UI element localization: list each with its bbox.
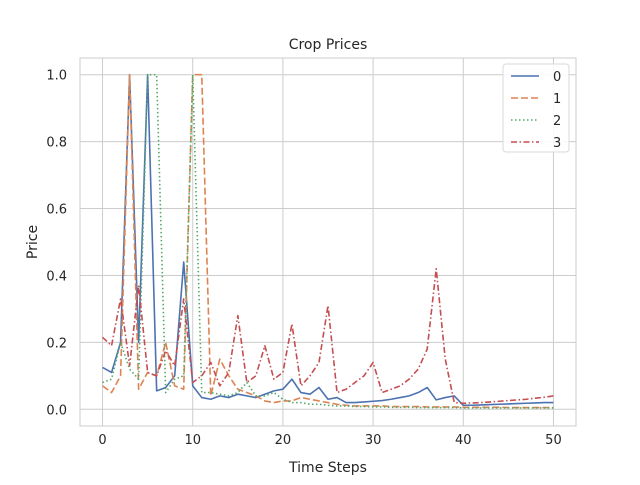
chart-title: Crop Prices bbox=[289, 37, 368, 53]
legend-label-3: 3 bbox=[553, 136, 561, 151]
y-axis-label: Price bbox=[25, 225, 41, 259]
y-tick-label: 0.6 bbox=[46, 203, 67, 218]
x-axis-label: Time Steps bbox=[288, 460, 367, 476]
y-tick-label: 0.8 bbox=[46, 136, 67, 151]
x-tick-label: 50 bbox=[545, 433, 562, 448]
x-tick-label: 0 bbox=[98, 433, 106, 448]
legend-label-2: 2 bbox=[553, 114, 561, 129]
y-tick-label: 0.4 bbox=[46, 269, 67, 284]
series-layer bbox=[102, 73, 554, 409]
y-tick-label: 0.0 bbox=[46, 403, 67, 418]
x-tick-label: 10 bbox=[184, 433, 201, 448]
y-tick-label: 0.2 bbox=[46, 336, 67, 351]
tick-layer: 0 10 20 30 40 500.00.20.40.60.81.0 bbox=[46, 69, 561, 448]
series-line-2 bbox=[102, 73, 554, 409]
x-tick-label: 40 bbox=[455, 433, 472, 448]
series-line-3 bbox=[102, 267, 554, 405]
plot-area bbox=[79, 57, 577, 427]
legend-box bbox=[502, 63, 570, 153]
x-tick-label: 20 bbox=[275, 433, 292, 448]
x-tick-label: 30 bbox=[365, 433, 382, 448]
legend-label-1: 1 bbox=[553, 92, 561, 107]
series-line-1 bbox=[102, 73, 554, 409]
legend: 0 1 2 3 bbox=[502, 63, 570, 153]
legend-label-0: 0 bbox=[553, 70, 561, 85]
y-tick-label: 1.0 bbox=[46, 69, 67, 84]
